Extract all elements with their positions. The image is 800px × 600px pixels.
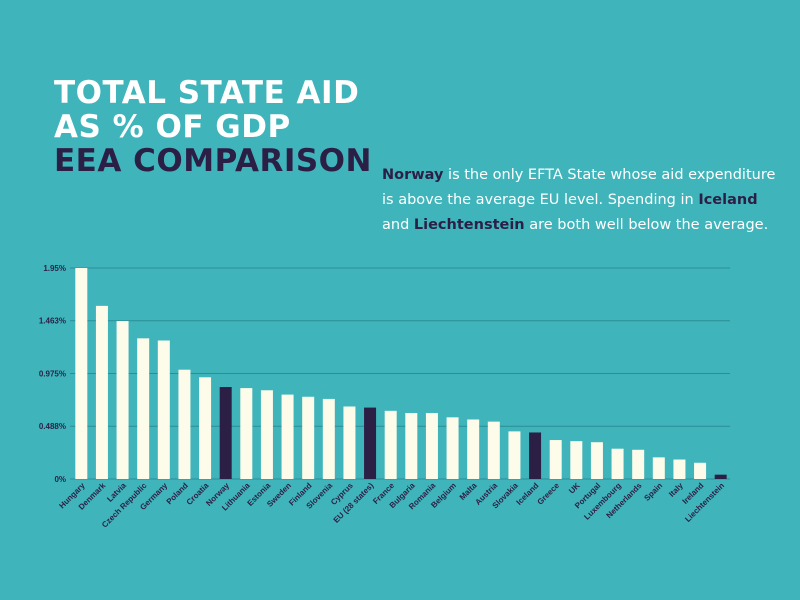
bar-poland	[178, 369, 191, 479]
bar-norway	[219, 387, 232, 479]
x-tick-label: Spain	[642, 481, 664, 503]
bar-malta	[467, 419, 480, 479]
x-tick-label: UK	[567, 481, 582, 496]
bar-bulgaria	[405, 412, 418, 479]
title-line-2: AS % OF GDP	[54, 109, 291, 145]
bar-hungary	[75, 268, 88, 479]
bar-ireland	[694, 462, 707, 479]
title-line-1: TOTAL STATE AID	[54, 75, 360, 111]
bar-slovenia	[322, 398, 335, 479]
bar-liechtenstein	[714, 474, 727, 479]
description-part-2: and	[382, 217, 414, 233]
y-tick-label: 0.975%	[39, 370, 66, 379]
bar-czech-republic	[137, 338, 150, 479]
description-text: Norway is the only EFTA State whose aid …	[382, 163, 782, 238]
bar-slovakia	[508, 431, 521, 479]
bar-belgium	[446, 417, 459, 479]
chart-title: TOTAL STATE AID AS % OF GDP EEA COMPARIS…	[54, 76, 372, 178]
bar-eu-28-states	[364, 407, 377, 479]
bar-sweden	[281, 394, 294, 479]
x-tick-label: Greece	[536, 481, 562, 507]
bar-italy	[673, 459, 686, 479]
y-tick-label: 1.463%	[39, 317, 66, 326]
bar-lithuania	[240, 388, 253, 479]
bar-latvia	[116, 321, 129, 479]
bar-romania	[425, 412, 438, 479]
bar-austria	[487, 421, 500, 479]
title-line-3: EEA COMPARISON	[54, 143, 372, 179]
bar-cyprus	[343, 406, 356, 479]
bar-finland	[302, 396, 315, 479]
bar-iceland	[529, 432, 542, 479]
description-part-1: is the only EFTA State whose aid expendi…	[382, 167, 776, 208]
bar-portugal	[590, 442, 603, 479]
x-tick-label: Italy	[667, 481, 685, 499]
highlight-liechtenstein: Liechtenstein	[413, 217, 525, 233]
description-part-3: are both well below the average.	[524, 217, 769, 233]
highlight-iceland: Iceland	[698, 192, 758, 208]
bar-netherlands	[632, 449, 645, 479]
bar-uk	[570, 441, 583, 479]
x-tick-label: Iceland	[515, 481, 541, 507]
y-tick-label: 0%	[54, 475, 66, 484]
bar-denmark	[95, 305, 108, 479]
bar-estonia	[260, 390, 273, 479]
bar-croatia	[199, 377, 212, 479]
y-tick-label: 1.95%	[43, 264, 66, 273]
highlight-norway: Norway	[382, 167, 444, 183]
bar-greece	[549, 440, 562, 479]
bar-luxembourg	[611, 448, 624, 479]
bar-germany	[157, 340, 170, 479]
y-tick-label: 0.488%	[39, 422, 66, 431]
bar-france	[384, 410, 397, 479]
bar-spain	[652, 457, 665, 479]
